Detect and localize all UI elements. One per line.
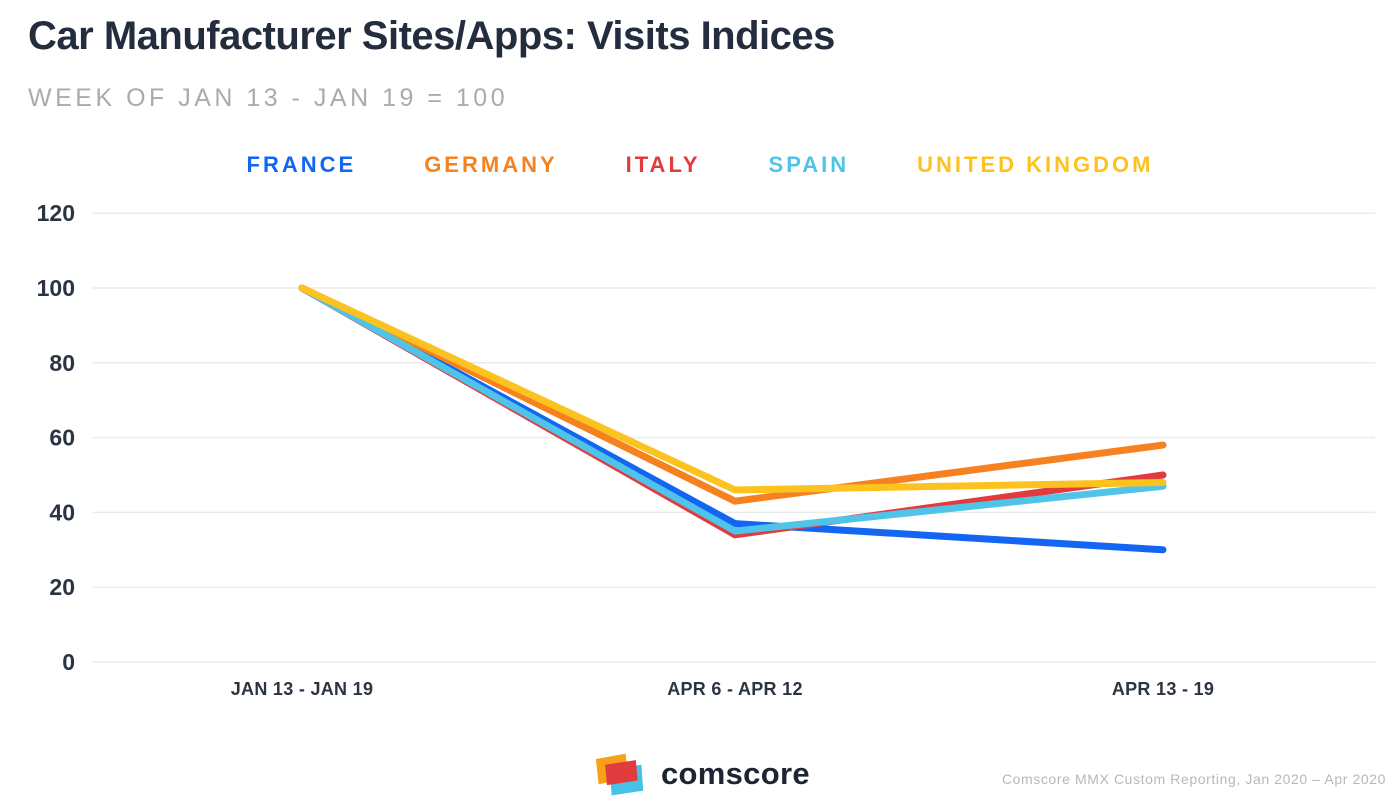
comscore-logo-icon xyxy=(595,753,644,796)
line-spain xyxy=(298,284,1167,535)
chart: 120 100 80 60 40 20 0 JAN 13 - JAN 19 APR 6 - AP… xyxy=(37,200,1375,699)
legend-item-germany: GERMANY xyxy=(424,152,558,177)
legend-item-italy: ITALY xyxy=(625,152,701,177)
line-germany xyxy=(298,284,1167,505)
chart-title: Car Manufacturer Sites/Apps: Visits Indi… xyxy=(28,14,835,58)
legend-item-spain: SPAIN xyxy=(768,152,850,177)
x-axis-label: JAN 13 - JAN 19 xyxy=(231,679,374,699)
y-tick-label: 20 xyxy=(49,574,75,600)
y-tick-label: 40 xyxy=(49,499,75,525)
legend-item-united-kingdom: UNITED KINGDOM xyxy=(917,152,1154,177)
legend: FRANCE GERMANY ITALY SPAIN UNITED KINGDOM xyxy=(0,152,1400,178)
chart-subtitle: WEEK OF JAN 13 - JAN 19 = 100 xyxy=(28,84,509,112)
x-axis-label: APR 13 - 19 xyxy=(1112,679,1214,699)
y-tick-label: 100 xyxy=(37,275,75,301)
y-tick-label: 60 xyxy=(49,425,75,451)
legend-item-france: FRANCE xyxy=(246,152,357,177)
y-tick-label: 120 xyxy=(37,200,75,226)
line-france xyxy=(298,284,1167,554)
logo-red-shape xyxy=(605,760,638,786)
y-tick-label: 80 xyxy=(49,350,75,376)
x-axis-label: APR 6 - APR 12 xyxy=(667,679,803,699)
source-attribution: Comscore MMX Custom Reporting, Jan 2020 … xyxy=(1001,771,1386,787)
comscore-logo-text: comscore xyxy=(661,756,810,791)
line-united-kingdom xyxy=(298,284,1167,494)
comscore-logo: comscore xyxy=(594,748,810,800)
y-tick-label: 0 xyxy=(62,649,75,675)
